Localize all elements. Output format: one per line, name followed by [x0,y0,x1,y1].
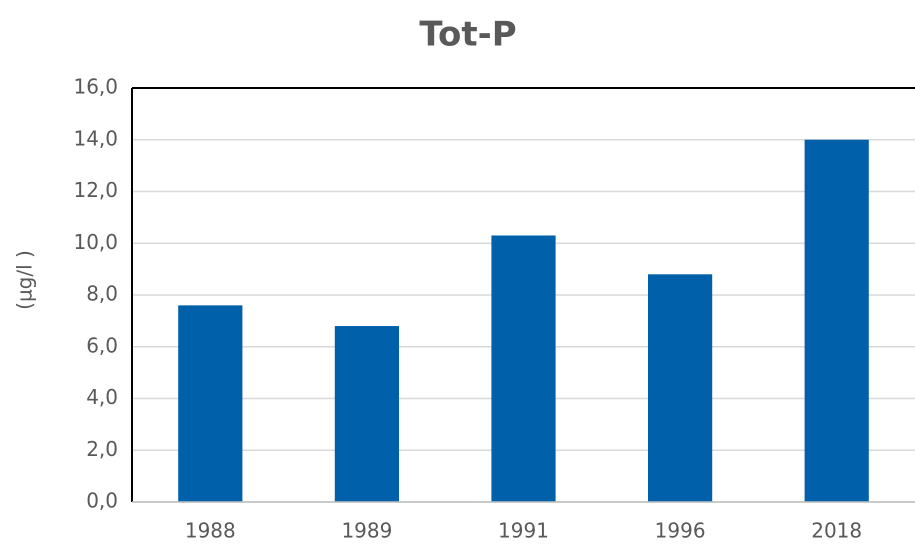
chart-title: Tot-P [419,15,516,55]
y-axis-label: (µg/l ) [13,250,37,310]
x-tick-label: 1988 [185,519,236,543]
y-tick-label: 8,0 [86,282,118,306]
x-tick-label: 1989 [341,519,392,543]
y-tick-label: 0,0 [86,489,118,513]
bar [647,274,713,502]
x-tick-label: 1996 [655,519,706,543]
y-tick-label: 12,0 [73,178,118,202]
y-tick-label: 10,0 [73,230,118,254]
bar [178,305,243,502]
y-tick-label: 2,0 [86,437,118,461]
bar [491,235,556,503]
y-tick-label: 6,0 [86,333,118,357]
x-tick-label: 1991 [498,519,549,543]
y-tick-label: 14,0 [73,126,118,150]
x-tick-label: 2018 [811,519,862,543]
y-tick-label: 16,0 [73,75,118,99]
bar [804,139,869,502]
y-tick-label: 4,0 [86,385,118,409]
bar [334,326,400,502]
